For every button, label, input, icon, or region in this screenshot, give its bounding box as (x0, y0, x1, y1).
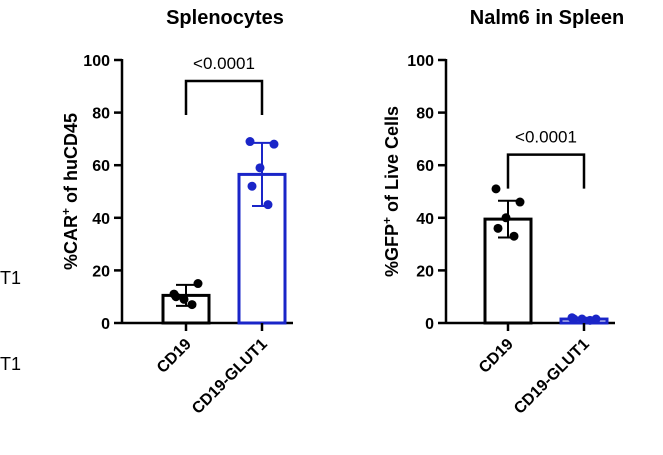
stray-label-2: T1 (0, 354, 21, 374)
y-axis-label: %GFP+ of Live Cells (380, 106, 402, 277)
data-point (569, 314, 579, 324)
chart-panel-2: Nalm6 in Spleen %GFP+ of Live Cells 0 20 40 6… (380, 7, 624, 418)
y-tick-label: 0 (101, 316, 110, 333)
y-tick-label: 0 (425, 316, 434, 333)
x-category-label: CD19-GLUT1 (189, 336, 271, 418)
y-tick-label: 80 (416, 106, 434, 123)
y-tick-label: 80 (92, 106, 110, 123)
y-axis-label: %CAR+ of huCD45 (59, 113, 81, 270)
y-tick-label: 100 (407, 53, 434, 70)
chart-title: Nalm6 in Spleen (470, 7, 625, 29)
y-axis-label-main: %CAR (61, 215, 81, 270)
y-axis-label-superscript: + (380, 217, 394, 224)
data-point (515, 197, 525, 207)
significance-bracket (184, 79, 264, 116)
p-value-label: <0.0001 (193, 54, 255, 73)
data-point (179, 294, 189, 304)
chart-panels: Splenocytes%CAR+ of huCD45020406080100CD… (59, 7, 624, 418)
y-tick-label: 60 (92, 158, 110, 175)
stray-label-1: T1 (0, 268, 21, 288)
y-tick-label: 20 (92, 263, 110, 280)
data-point (193, 279, 203, 289)
data-point (263, 200, 273, 210)
data-point (577, 314, 587, 324)
data-point (255, 163, 265, 173)
chart-title: Splenocytes (166, 7, 284, 29)
x-category-label: CD19 (154, 336, 195, 377)
y-axis-label-superscript: + (59, 208, 73, 215)
y-tick-label: 20 (416, 263, 434, 280)
y-tick-label: 40 (92, 211, 110, 228)
y-tick-label: 60 (416, 158, 434, 175)
significance-bracket (506, 153, 586, 189)
data-point (269, 139, 279, 149)
x-category-label: CD19-GLUT1 (511, 336, 593, 418)
data-point (245, 137, 255, 147)
data-point (509, 231, 519, 241)
x-category-label: CD19 (476, 336, 517, 377)
y-tick-label: 100 (83, 53, 110, 70)
data-point (501, 213, 511, 223)
data-point (171, 292, 181, 302)
data-point (585, 315, 595, 325)
data-point (491, 184, 501, 194)
p-value-label: <0.0001 (515, 128, 577, 147)
data-point (247, 181, 257, 191)
data-point (493, 223, 503, 233)
data-point (187, 300, 197, 310)
chart-panel-1: Splenocytes %CAR+ of huCD45 0 20 40 60 80 100 CD… (59, 7, 293, 418)
y-tick-label: 40 (416, 211, 434, 228)
y-axis-label-rest: of huCD45 (61, 113, 81, 208)
y-axis-label-main: %GFP (382, 224, 402, 277)
y-axis-label-rest: of Live Cells (382, 106, 402, 217)
